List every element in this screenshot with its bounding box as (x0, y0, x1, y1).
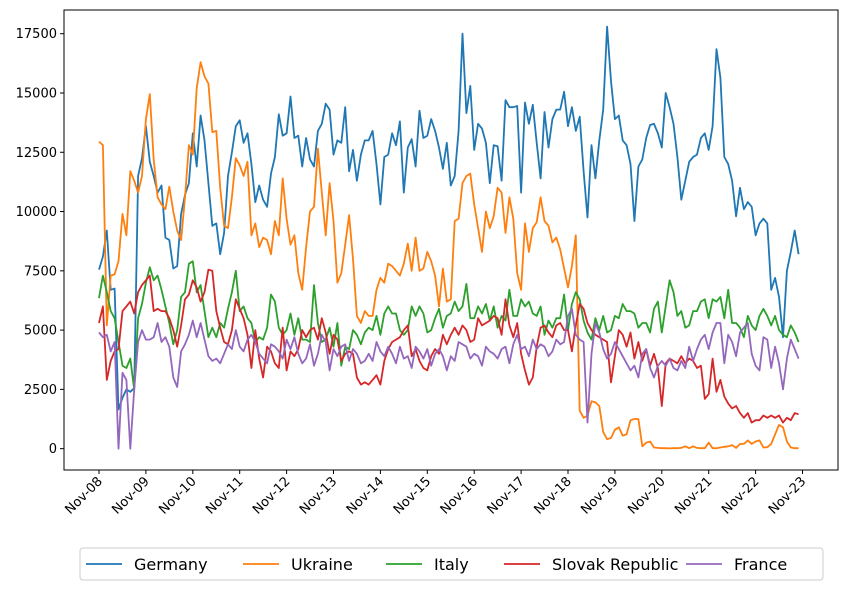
series-line-france (98, 307, 800, 450)
series-line-italy (98, 260, 800, 391)
y-tick-label: 17500 (16, 27, 57, 42)
y-tick-label: 7500 (24, 264, 57, 279)
y-axis: 0 2500 5000 7500 10000 12500 15000 17500 (16, 27, 64, 457)
y-tick-label: 10000 (16, 205, 57, 220)
y-tick-label: 2500 (24, 383, 57, 398)
legend-label-slovak-republic: Slovak Republic (552, 555, 678, 574)
legend-label-italy: Italy (434, 555, 469, 574)
legend: Germany Ukraine Italy Slovak Republic France (79, 547, 824, 581)
series-line-germany (98, 25, 800, 411)
plot-frame (63, 9, 839, 471)
series-layer (98, 25, 800, 450)
legend-box (79, 547, 824, 581)
y-tick-label: 5000 (24, 324, 57, 339)
y-tick-label: 0 (49, 442, 57, 457)
series-line-ukraine (98, 61, 799, 450)
series-line-slovak-republic (98, 268, 799, 424)
legend-label-germany: Germany (134, 555, 208, 574)
legend-label-ukraine: Ukraine (291, 555, 353, 574)
y-tick-label: 12500 (16, 146, 57, 161)
legend-label-france: France (734, 555, 787, 574)
y-tick-label: 15000 (16, 86, 57, 101)
